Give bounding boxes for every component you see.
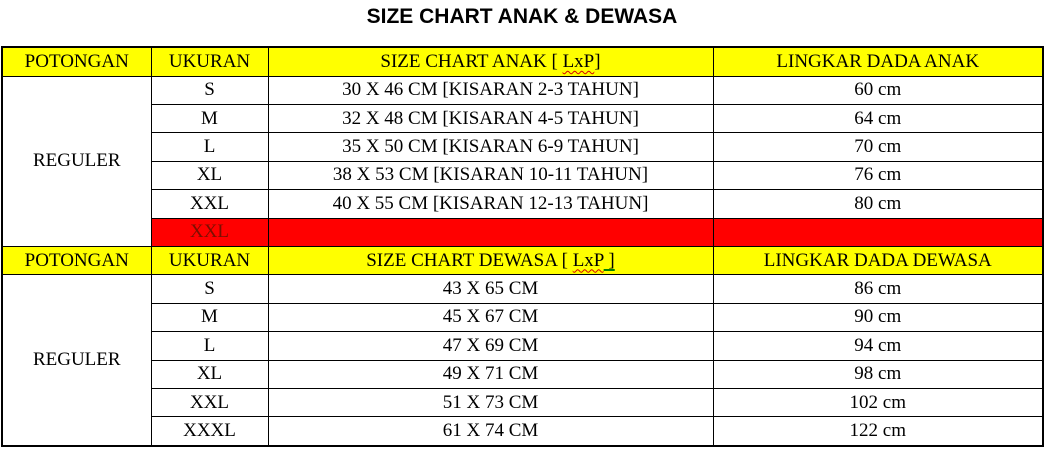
anak-chest-xxl: 80 cm [712,189,1044,219]
anak-size-header-suffix: ] [594,50,601,72]
dewasa-chest-xxl: 102 cm [712,387,1044,418]
dewasa-potongan-cell: REGULER [1,274,152,447]
anak-dim-m: 32 X 48 CM [KISARAN 4-5 TAHUN] [267,103,714,134]
dewasa-chest-xl: 98 cm [712,359,1044,389]
dewasa-row-xl: XL 49 X 71 CM 98 cm [2,359,1044,389]
dewasa-chest-l: 94 cm [712,331,1044,361]
anak-row-xl: XL 38 X 53 CM [KISARAN 10-11 TAHUN] 76 c… [2,160,1044,191]
dewasa-size-header-suffix: ] [603,249,615,271]
anak-size-m: M [150,103,269,134]
anak-highlight-row: XXL [2,217,1044,247]
dewasa-row-l: L 47 X 69 CM 94 cm [2,331,1044,361]
dewasa-row-m: M 45 X 67 CM 90 cm [2,302,1044,333]
dewasa-size-header-text: SIZE CHART DEWASA [ [366,249,573,271]
anak-chest-m: 64 cm [712,103,1044,134]
dewasa-dim-xxl: 51 X 73 CM [267,387,714,418]
anak-row-m: M 32 X 48 CM [KISARAN 4-5 TAHUN] 64 cm [2,103,1044,134]
anak-potongan-cell: REGULER [1,75,152,247]
anak-header-row: POTONGAN UKURAN SIZE CHART ANAK [ LxP] L… [1,46,1044,77]
dewasa-chest-xxxl: 122 cm [712,416,1044,447]
dewasa-size-s: S [150,274,269,304]
anak-size-l: L [150,132,269,162]
anak-chest-xl: 76 cm [712,160,1044,191]
dewasa-size-header-misspelled: LxP [572,249,604,271]
anak-highlight-dim [267,217,714,247]
anak-dim-l: 35 X 50 CM [KISARAN 6-9 TAHUN] [267,132,714,162]
anak-header-size-chart: SIZE CHART ANAK [ LxP] [267,46,714,77]
dewasa-dim-s: 43 X 65 CM [267,274,714,304]
dewasa-chest-m: 90 cm [712,302,1044,333]
anak-highlight-size: XXL [150,217,269,247]
anak-row-l: L 35 X 50 CM [KISARAN 6-9 TAHUN] 70 cm [2,132,1044,162]
dewasa-header-ukuran: UKURAN [150,245,269,276]
dewasa-dim-xxxl: 61 X 74 CM [267,416,714,447]
dewasa-header-lingkar-dada: LINGKAR DADA DEWASA [712,245,1044,276]
dewasa-header-size-chart: SIZE CHART DEWASA [ LxP ] [267,245,714,276]
size-chart-table: POTONGAN UKURAN SIZE CHART ANAK [ LxP] L… [1,46,1044,447]
dewasa-size-l: L [150,331,269,361]
dewasa-header-row: POTONGAN UKURAN SIZE CHART DEWASA [ LxP … [1,245,1044,276]
anak-dim-xl: 38 X 53 CM [KISARAN 10-11 TAHUN] [267,160,714,191]
anak-chest-s: 60 cm [712,75,1044,105]
dewasa-row-xxxl: XXXL 61 X 74 CM 122 cm [2,416,1044,447]
anak-row-s: REGULER S 30 X 46 CM [KISARAN 2-3 TAHUN]… [1,75,1044,247]
dewasa-row-xxl: XXL 51 X 73 CM 102 cm [2,387,1044,418]
anak-header-lingkar-dada: LINGKAR DADA ANAK [712,46,1044,77]
dewasa-header-potongan: POTONGAN [1,245,152,276]
dewasa-dim-xl: 49 X 71 CM [267,359,714,389]
anak-header-potongan: POTONGAN [1,46,152,77]
anak-size-s: S [150,75,269,105]
dewasa-size-xxl: XXL [150,387,269,418]
anak-highlight-chest [712,217,1044,247]
anak-chest-l: 70 cm [712,132,1044,162]
dewasa-dim-m: 45 X 67 CM [267,302,714,333]
dewasa-size-xxxl: XXXL [150,416,269,447]
anak-size-xxl: XXL [150,189,269,219]
dewasa-chest-s: 86 cm [712,274,1044,304]
anak-size-header-misspelled: LxP [562,50,595,72]
anak-dim-xxl: 40 X 55 CM [KISARAN 12-13 TAHUN] [267,189,714,219]
anak-dim-s: 30 X 46 CM [KISARAN 2-3 TAHUN] [267,75,714,105]
anak-size-xl: XL [150,160,269,191]
anak-header-ukuran: UKURAN [150,46,269,77]
anak-row-xxl: XXL 40 X 55 CM [KISARAN 12-13 TAHUN] 80 … [2,189,1044,219]
dewasa-dim-l: 47 X 69 CM [267,331,714,361]
dewasa-size-xl: XL [150,359,269,389]
page-title: SIZE CHART ANAK & DEWASA [366,5,678,28]
dewasa-size-m: M [150,302,269,333]
anak-size-header-text: SIZE CHART ANAK [ [380,50,563,72]
dewasa-row-s: REGULER S 43 X 65 CM 86 cm [1,274,1044,447]
